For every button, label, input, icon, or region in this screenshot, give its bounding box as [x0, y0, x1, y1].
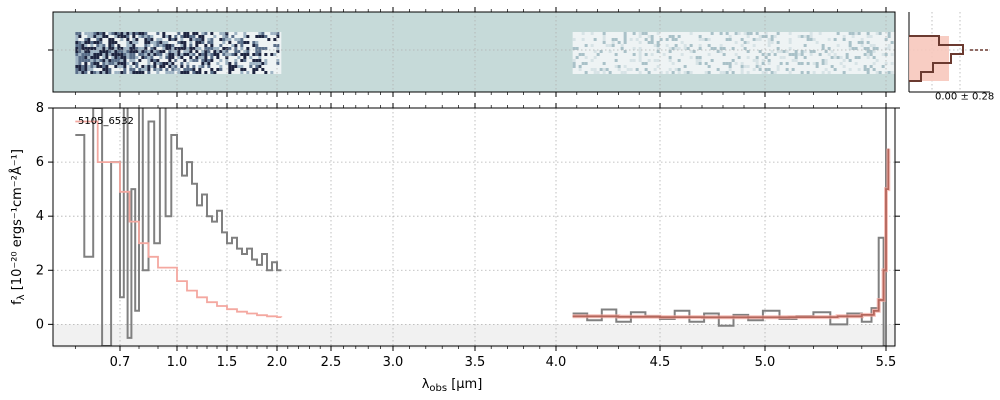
spectrum-2d-segment — [572, 32, 895, 74]
x-tick-label: 1.5 — [217, 355, 238, 370]
y-tick-label: 8 — [36, 101, 44, 116]
series-line-data-grating — [572, 108, 887, 346]
spectrum-1d-panel: 0.7 1.0 1.5 2.0 2.5 3.0 3.5 4.0 4.5 5.0 5.5 02468 … — [9, 101, 900, 394]
x-tick-label: 5.5 — [876, 355, 897, 370]
zero-band — [53, 324, 895, 349]
x-tick-label: 4.0 — [546, 355, 567, 370]
x-tick-label: 3.5 — [465, 355, 486, 370]
x-tick-label: 3.0 — [383, 355, 404, 370]
y-tick-label: 4 — [36, 209, 44, 224]
residual-stats-label: 0.00 ± 0.28 — [935, 91, 994, 102]
series-line-data-prism — [75, 108, 282, 346]
x-tick-label: 2.0 — [267, 355, 288, 370]
y-axis-label: fλ [10⁻²⁰ ergs⁻¹cm⁻²Å⁻¹] — [9, 149, 27, 305]
y-tick-label: 2 — [36, 263, 44, 278]
object-id-label: 5105_6532 — [78, 116, 134, 127]
spectrum-2d-segment — [75, 32, 282, 74]
spectrum-2d-panel — [48, 7, 896, 97]
x-axis-label: λobs [μm] — [422, 377, 483, 394]
series-line-model-prism — [75, 120, 283, 318]
residual-histogram-panel: 0.00 ± 0.28 — [908, 12, 994, 102]
hist-fill — [909, 36, 949, 81]
x-tick-label: 4.5 — [650, 355, 671, 370]
spectrum-1d-frame — [52, 107, 896, 347]
x-tick-label: 1.0 — [167, 355, 188, 370]
model-grating-glow — [572, 148, 891, 320]
x-tick-label: 0.7 — [110, 355, 131, 370]
x-tick-label: 5.0 — [755, 355, 776, 370]
y-tick-label: 0 — [36, 317, 44, 332]
hist-outline — [909, 35, 964, 82]
y-tick-label: 6 — [36, 155, 44, 170]
series-line-model-grating — [572, 148, 890, 319]
spectrum-2d-frame — [52, 11, 896, 93]
x-tick-label: 2.5 — [321, 355, 342, 370]
